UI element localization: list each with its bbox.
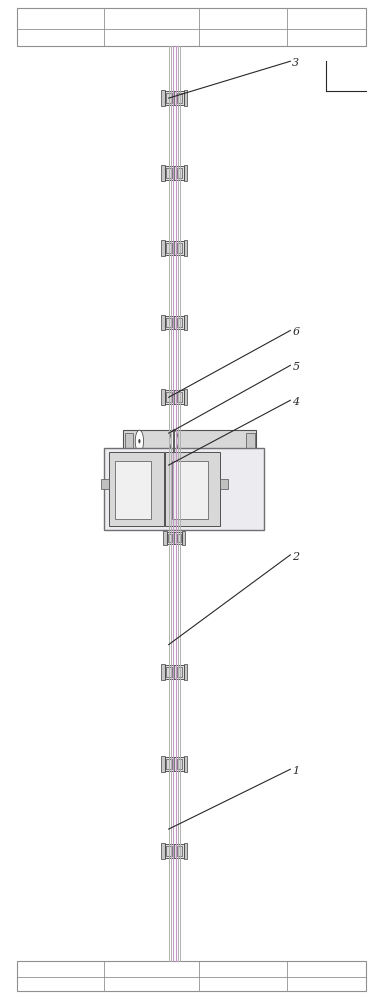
Bar — [167, 532, 182, 544]
Bar — [162, 240, 165, 256]
Bar — [177, 846, 182, 856]
Bar — [177, 759, 182, 769]
Bar — [177, 667, 182, 677]
Bar — [165, 91, 183, 105]
Circle shape — [139, 439, 140, 443]
Bar — [172, 461, 208, 519]
Bar — [166, 243, 172, 253]
Text: 5: 5 — [292, 362, 300, 372]
Bar — [166, 93, 172, 103]
Bar — [164, 531, 167, 545]
Bar — [109, 452, 164, 526]
Bar — [183, 389, 187, 405]
Bar — [165, 166, 183, 180]
Bar — [183, 756, 187, 772]
Bar — [168, 534, 172, 542]
Bar — [162, 315, 165, 330]
Bar — [183, 240, 187, 256]
Bar — [177, 318, 182, 327]
Bar — [16, 961, 367, 991]
Bar — [177, 93, 182, 103]
Bar — [166, 667, 172, 677]
Bar — [177, 168, 182, 178]
Bar — [166, 846, 172, 856]
Text: 6: 6 — [292, 327, 300, 337]
Bar — [165, 241, 183, 255]
Bar — [165, 316, 183, 329]
Text: 1: 1 — [292, 766, 300, 776]
Bar — [165, 757, 183, 771]
Bar — [177, 534, 181, 542]
Bar — [220, 479, 228, 489]
Bar — [162, 165, 165, 181]
Text: 3: 3 — [292, 58, 300, 68]
Bar — [166, 318, 172, 327]
Bar — [166, 168, 172, 178]
Bar — [246, 433, 255, 449]
Circle shape — [170, 430, 178, 452]
Text: 4: 4 — [292, 397, 300, 407]
Bar — [162, 90, 165, 106]
Bar — [183, 315, 187, 330]
Circle shape — [173, 439, 175, 443]
Bar — [123, 430, 256, 452]
Bar — [162, 664, 165, 680]
Bar — [165, 452, 220, 526]
Bar — [162, 843, 165, 859]
Bar — [182, 531, 185, 545]
Bar — [183, 843, 187, 859]
Bar — [165, 390, 183, 404]
Bar — [165, 844, 183, 858]
Bar — [183, 165, 187, 181]
Text: 2: 2 — [292, 552, 300, 562]
Circle shape — [135, 430, 144, 452]
Bar — [177, 392, 182, 402]
Bar — [165, 665, 183, 679]
Bar — [104, 448, 264, 530]
Bar — [124, 433, 133, 449]
Bar — [183, 90, 187, 106]
Bar — [162, 389, 165, 405]
Bar — [162, 756, 165, 772]
Bar — [166, 759, 172, 769]
Bar — [166, 392, 172, 402]
Bar — [183, 664, 187, 680]
Bar — [101, 479, 109, 489]
Bar — [115, 461, 151, 519]
Bar — [16, 8, 367, 46]
Bar — [177, 243, 182, 253]
